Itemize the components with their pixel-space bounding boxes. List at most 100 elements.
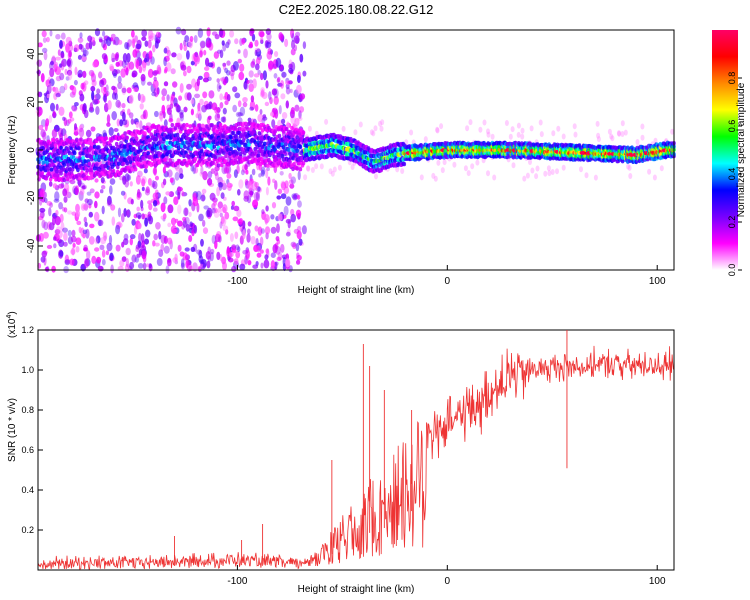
spectrogram-cell [108, 127, 114, 136]
spectrogram-cell [298, 167, 303, 172]
spectrogram-cell [148, 263, 152, 269]
spectrogram-cell [50, 60, 54, 66]
spectrogram-cell [261, 209, 265, 215]
colorbar-ticks: 0.00.20.40.60.8 [727, 72, 742, 276]
spectrogram-xtick-label: 0 [445, 276, 451, 287]
spectrogram-cell [125, 247, 131, 256]
spectrogram-ytick-label: -20 [26, 190, 37, 205]
spectrogram-cell [186, 65, 192, 74]
spectrogram-cell [117, 82, 123, 90]
colorbar-tick-label: 0.8 [727, 72, 737, 85]
spectrogram-cell [212, 197, 218, 203]
spectrogram-cell [324, 118, 329, 125]
spectrogram-cell [191, 53, 198, 63]
spectrogram-cell [62, 162, 66, 167]
spectrogram-cell [201, 123, 205, 128]
spectrogram-cell [109, 185, 113, 195]
spectrogram-marks [35, 26, 676, 274]
spectrogram-cell [207, 171, 213, 179]
spectrogram-cell [192, 262, 198, 272]
spectrogram-cell [117, 266, 124, 271]
spectrogram-cell [121, 87, 127, 94]
spectrogram-cell [486, 131, 491, 138]
spectrogram-cell [61, 58, 67, 67]
snr-ytick-label: 0.4 [21, 485, 34, 495]
spectrogram-cell [67, 59, 72, 65]
spectrogram-cell [53, 173, 57, 178]
spectrogram-cell [369, 129, 374, 136]
spectrogram-cell [242, 220, 246, 230]
spectrogram-cell [180, 262, 185, 270]
spectrogram-cell [131, 70, 138, 78]
spectrogram-cell [281, 71, 287, 78]
spectrogram-cell [74, 102, 79, 107]
spectrogram-cell [94, 211, 100, 222]
spectrogram-cell [210, 134, 214, 139]
spectrogram-cell [199, 40, 206, 49]
spectrogram-cell [277, 188, 283, 195]
spectrogram-cell [435, 126, 440, 133]
spectrogram-cell [161, 88, 168, 97]
spectrogram-cell [285, 258, 291, 268]
spectrogram-cell [121, 241, 125, 248]
spectrogram-cell [249, 148, 253, 153]
spectrogram-cell [200, 238, 204, 247]
spectrogram-cell [203, 49, 207, 56]
spectrogram-cell [255, 191, 260, 202]
snr-series-line [37, 345, 674, 570]
spectrogram-cell [161, 95, 166, 101]
spectrogram-cell [284, 180, 289, 189]
spectrogram-cell [199, 259, 205, 265]
spectrogram-cell [561, 133, 566, 140]
spectrogram-cell [217, 137, 222, 142]
spectrogram-cell [144, 217, 149, 227]
spectrogram-cell [297, 170, 301, 181]
spectrogram-cell [205, 209, 211, 218]
spectrogram-cell [46, 146, 51, 151]
spectrogram-cell [46, 93, 50, 99]
spectrogram-cell [229, 69, 235, 77]
spectrogram-cell [561, 164, 566, 171]
spectrogram-cell [55, 103, 59, 111]
spectrogram-cell [141, 155, 145, 161]
spectrogram-cell [280, 80, 285, 89]
spectrogram-cell [41, 146, 45, 151]
spectrogram-cell [87, 35, 93, 42]
spectrogram-cell [222, 204, 228, 214]
spectrogram-cell [205, 103, 212, 110]
spectrogram-cell [92, 61, 98, 68]
spectrogram-cell [236, 160, 241, 165]
spectrogram-cell [40, 188, 45, 198]
spectrogram-cell [168, 118, 174, 123]
spectrogram-cell [535, 165, 540, 172]
spectrogram-cell [115, 61, 120, 67]
spectrogram-cell [260, 228, 265, 234]
spectrogram-cell [229, 146, 233, 152]
spectrogram-cell [163, 47, 168, 54]
spectrogram-cell [69, 258, 75, 266]
spectrogram-cell [626, 163, 631, 170]
spectrogram-cell [72, 243, 76, 248]
spectrogram-cell [285, 231, 291, 237]
spectrogram-cell [78, 124, 83, 133]
spectrogram-cell [556, 125, 561, 132]
spectrogram-cell [419, 174, 424, 181]
spectrogram-cell [165, 140, 169, 146]
spectrogram-cell [269, 97, 273, 105]
spectrogram-cell [210, 248, 215, 255]
spectrogram-cell [88, 137, 93, 143]
spectrogram-cell [296, 259, 301, 265]
spectrogram-cell [332, 166, 337, 173]
spectrogram-cell [190, 98, 195, 105]
spectrogram-cell [139, 103, 144, 110]
spectrogram-cell [167, 257, 172, 267]
spectrogram-cell [194, 93, 201, 99]
colorbar-tick-label: 0.4 [727, 168, 737, 181]
spectrogram-cell [155, 175, 159, 181]
spectrogram-cell [75, 210, 81, 218]
snr-scale-prefix: (x10 [7, 318, 18, 338]
spectrogram-cell [254, 104, 259, 112]
spectrogram-cell [257, 69, 262, 75]
spectrogram-cell [54, 229, 61, 235]
spectrogram-cell [299, 53, 304, 63]
